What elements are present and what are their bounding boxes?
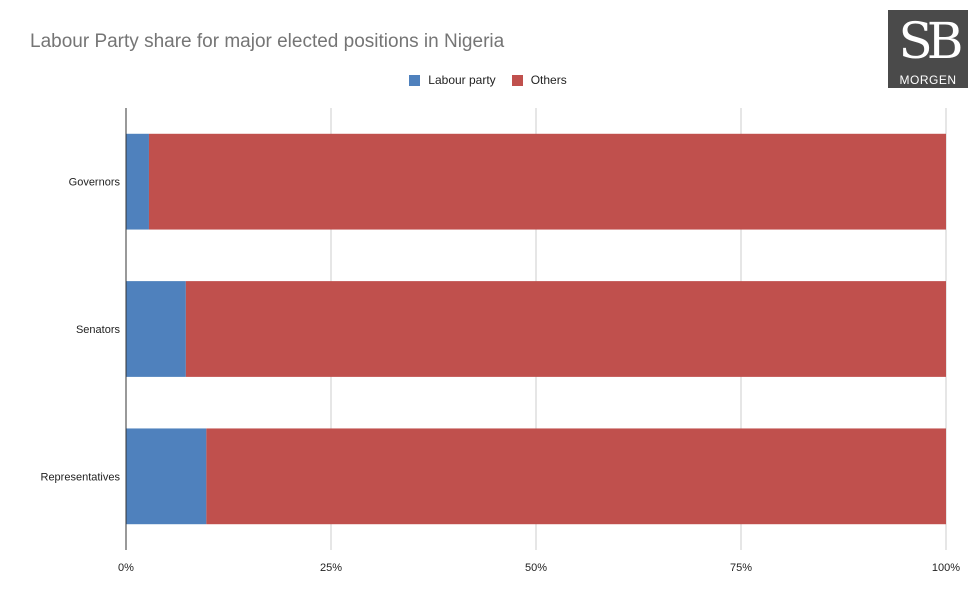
x-tick-label: 25% bbox=[320, 562, 342, 574]
x-tick-label: 0% bbox=[118, 562, 134, 574]
legend-item-others[interactable]: Others bbox=[511, 73, 567, 87]
logo-mark: SB bbox=[898, 12, 964, 70]
x-tick-label: 75% bbox=[730, 562, 752, 574]
legend-label-labour-party: Labour party bbox=[428, 73, 496, 87]
bar-governors-others bbox=[148, 133, 946, 230]
bar-governors-labour-party bbox=[126, 133, 149, 230]
logo-wordmark: MORGEN bbox=[899, 73, 957, 87]
legend-item-labour-party[interactable]: Labour party bbox=[409, 73, 496, 87]
bar-senators-others bbox=[185, 281, 947, 377]
sb-morgen-logo: SB MORGEN bbox=[888, 10, 968, 88]
legend-label-others: Others bbox=[530, 73, 567, 87]
x-tick-label: 100% bbox=[932, 562, 960, 574]
x-tick-label: 50% bbox=[525, 562, 547, 574]
legend-swatch-others bbox=[511, 74, 523, 86]
bar-representatives-labour-party bbox=[126, 428, 207, 525]
bar-representatives-others bbox=[206, 428, 947, 525]
bar-senators-labour-party bbox=[126, 281, 186, 377]
chart-title: Labour Party share for major elected pos… bbox=[30, 31, 505, 52]
category-label: Senators bbox=[76, 324, 121, 336]
category-label: Governors bbox=[69, 177, 121, 189]
legend-swatch-labour-party bbox=[409, 74, 421, 86]
legend: Labour party Others bbox=[0, 73, 976, 87]
category-label: Representatives bbox=[41, 471, 121, 483]
